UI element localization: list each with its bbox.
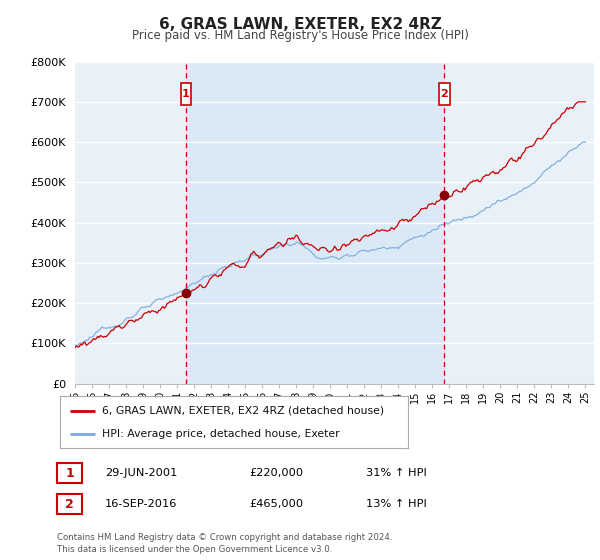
Text: 16-SEP-2016: 16-SEP-2016 (105, 499, 178, 509)
FancyBboxPatch shape (181, 83, 191, 105)
Text: £220,000: £220,000 (249, 468, 303, 478)
Text: 1: 1 (65, 466, 74, 480)
Text: 1: 1 (182, 89, 190, 99)
Text: 31% ↑ HPI: 31% ↑ HPI (366, 468, 427, 478)
Text: HPI: Average price, detached house, Exeter: HPI: Average price, detached house, Exet… (102, 428, 340, 438)
Text: 6, GRAS LAWN, EXETER, EX2 4RZ (detached house): 6, GRAS LAWN, EXETER, EX2 4RZ (detached … (102, 406, 384, 416)
Text: 13% ↑ HPI: 13% ↑ HPI (366, 499, 427, 509)
Text: 29-JUN-2001: 29-JUN-2001 (105, 468, 178, 478)
Text: 2: 2 (440, 89, 448, 99)
Bar (185, 62, 445, 384)
Text: 6, GRAS LAWN, EXETER, EX2 4RZ: 6, GRAS LAWN, EXETER, EX2 4RZ (158, 17, 442, 32)
Text: 2: 2 (65, 497, 74, 511)
Text: £465,000: £465,000 (249, 499, 303, 509)
Text: Price paid vs. HM Land Registry's House Price Index (HPI): Price paid vs. HM Land Registry's House … (131, 29, 469, 42)
FancyBboxPatch shape (439, 83, 449, 105)
Text: Contains HM Land Registry data © Crown copyright and database right 2024.
This d: Contains HM Land Registry data © Crown c… (57, 533, 392, 554)
